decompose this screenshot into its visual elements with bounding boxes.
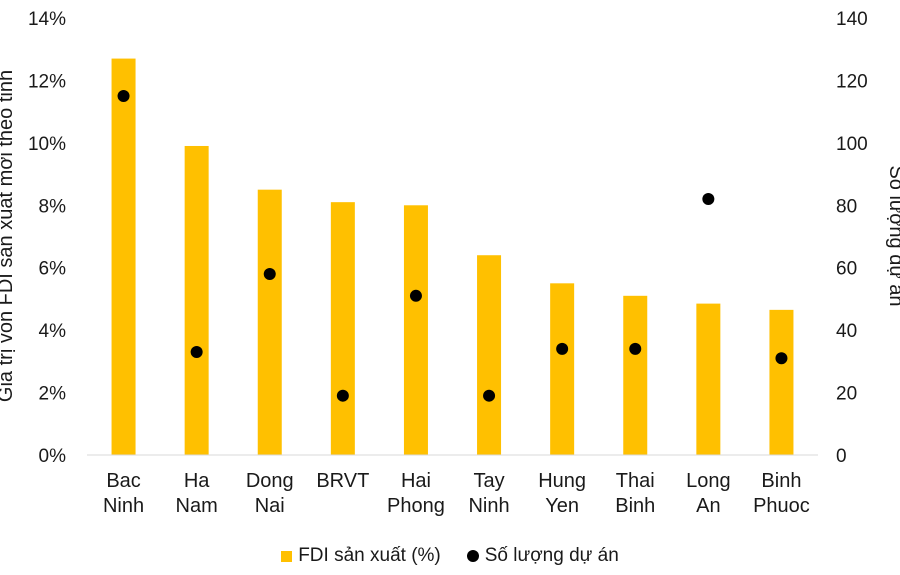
- right-axis-title: Số lượng dự án: [885, 165, 900, 306]
- combo-chart: 0% 2% 4% 6% 8% 10% 12% 14% 0 20 40 60 80 100 120 140 B…: [0, 9, 900, 517]
- right-tick-label: 0: [836, 446, 847, 467]
- data-point: [190, 345, 203, 358]
- data-point: [556, 342, 569, 355]
- data-point: [775, 352, 788, 365]
- data-point: [702, 193, 715, 206]
- legend-item-bar: FDI sản xuất (%): [281, 545, 441, 567]
- data-point: [409, 289, 422, 302]
- right-tick-label: 60: [836, 259, 857, 280]
- bar: [769, 309, 794, 455]
- left-tick-label: 0%: [39, 446, 67, 467]
- data-point: [263, 267, 276, 280]
- category-label: Dong Nai: [246, 470, 294, 517]
- legend-dot-label: Số lượng dự án: [484, 545, 619, 566]
- bar: [696, 303, 721, 455]
- legend-bar-swatch: [281, 550, 293, 562]
- data-point: [629, 342, 642, 355]
- left-tick-label: 2%: [39, 384, 67, 405]
- left-axis-title: Giá trị vốn FDI sản xuất mới theo tỉnh: [0, 70, 17, 402]
- bar: [623, 295, 648, 455]
- legend: FDI sản xuất (%) Số lượng dự án: [0, 540, 900, 572]
- left-axis-ticks: 0% 2% 4% 6% 8% 10% 12% 14%: [28, 9, 66, 467]
- left-tick-label: 8%: [39, 196, 67, 217]
- data-point: [336, 389, 349, 402]
- category-label: Thai Binh: [615, 470, 655, 517]
- right-tick-label: 20: [836, 384, 857, 405]
- dot-series: [117, 90, 788, 402]
- left-tick-label: 6%: [39, 259, 67, 280]
- data-point: [483, 389, 496, 402]
- category-label: Binh Phuoc: [753, 470, 810, 517]
- right-tick-label: 120: [836, 71, 868, 92]
- right-tick-label: 80: [836, 196, 857, 217]
- bar: [330, 202, 355, 455]
- legend-item-dot: Số lượng dự án: [466, 545, 619, 567]
- category-label: BRVT: [316, 470, 369, 492]
- left-tick-label: 14%: [28, 9, 66, 30]
- category-label: Bac Ninh: [103, 470, 144, 517]
- category-label: Tay Ninh: [468, 470, 509, 517]
- right-tick-label: 40: [836, 321, 857, 342]
- left-tick-label: 12%: [28, 71, 66, 92]
- right-tick-label: 100: [836, 134, 868, 155]
- right-tick-label: 140: [836, 9, 868, 30]
- category-labels: Bac Ninh Ha Nam Dong Nai BRVT Hai Phong Tay Ninh Hu…: [103, 470, 810, 517]
- bar: [111, 58, 136, 455]
- bar: [257, 189, 282, 455]
- left-tick-label: 4%: [39, 321, 67, 342]
- category-label: Ha Nam: [176, 470, 218, 517]
- legend-bar-label: FDI sản xuất (%): [298, 545, 441, 566]
- category-label: Hai Phong: [387, 470, 445, 517]
- bar-series: [111, 58, 794, 455]
- bar: [403, 205, 428, 455]
- category-label: Hung Yen: [538, 470, 586, 517]
- left-tick-label: 10%: [28, 134, 66, 155]
- right-axis-ticks: 0 20 40 60 80 100 120 140: [836, 9, 868, 467]
- bar: [477, 255, 502, 455]
- bar: [184, 145, 209, 455]
- bar: [550, 283, 575, 455]
- category-label: Long An: [686, 470, 731, 517]
- legend-dot-swatch: [466, 550, 479, 562]
- data-point: [117, 90, 130, 103]
